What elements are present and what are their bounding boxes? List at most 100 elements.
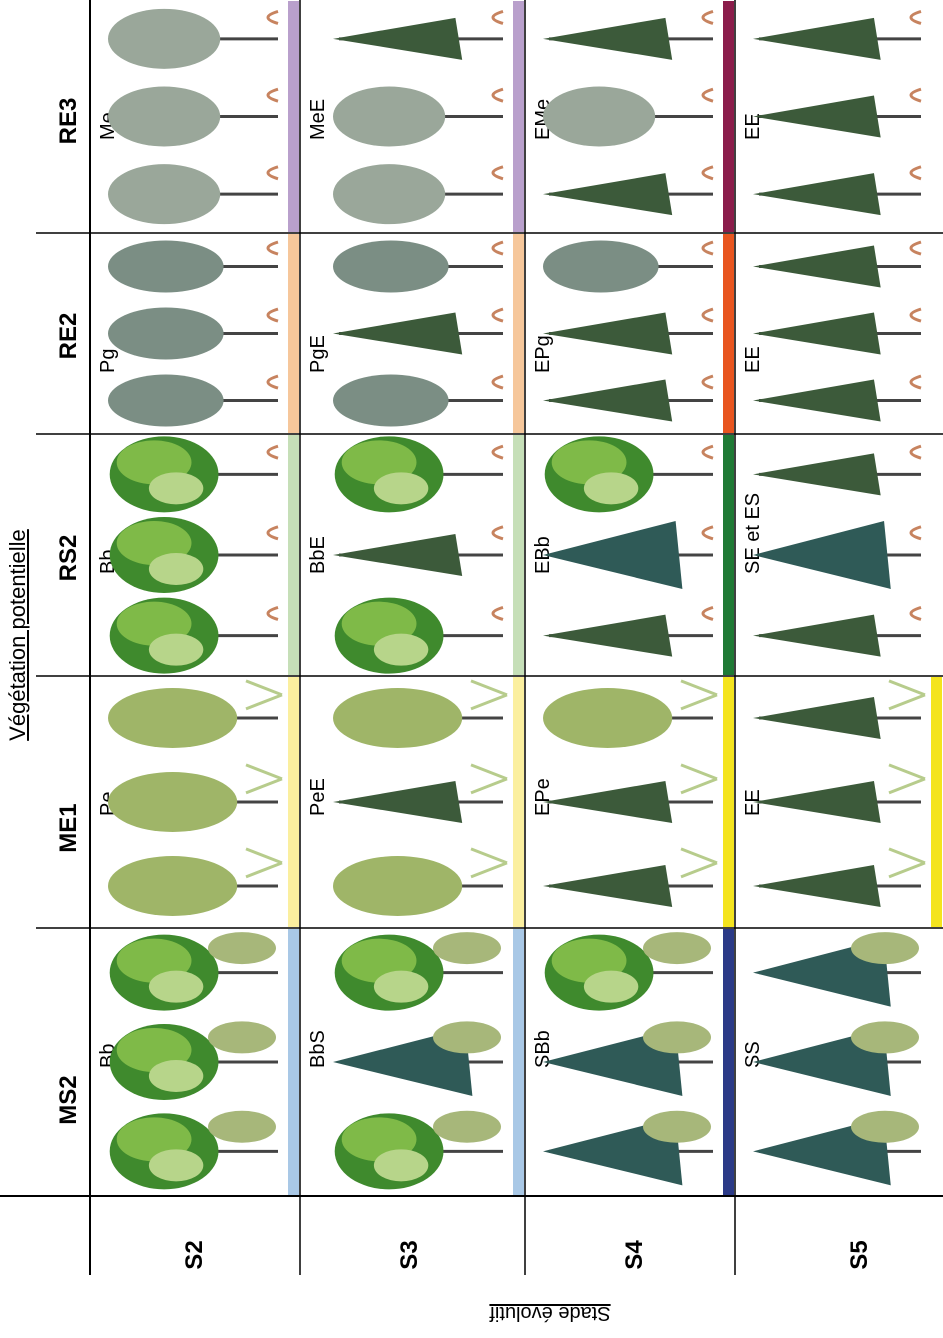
tree-broadleaf-2-0-2 [109, 436, 278, 513]
tree-birch-3-0-1 [108, 307, 278, 360]
stage-color-bar [513, 929, 524, 1195]
understory-seedling-1-2-2 [680, 679, 718, 711]
tree-fir-4-3-0 [753, 173, 921, 216]
tree-fir-2-1-1 [333, 534, 503, 576]
sprout [491, 374, 504, 390]
tree-maple-4-0-0 [108, 164, 278, 225]
fir-crown [753, 865, 881, 907]
understory-sprout-3-3-2 [909, 240, 922, 256]
fern-shrub [433, 1110, 501, 1143]
tree-fir-1-3-1 [753, 781, 921, 823]
understory-sprout-2-2-2 [701, 444, 714, 460]
understory-sprout-4-3-0 [909, 165, 922, 181]
understory-seedling-1-2-0 [680, 847, 718, 879]
understory-seedling-1-2-1 [680, 763, 718, 795]
fern-shrub [433, 1021, 501, 1054]
seedling [888, 679, 926, 711]
aspen-crown [108, 688, 238, 748]
fir-crown [543, 312, 673, 355]
birch-crown [543, 240, 659, 293]
stage-color-bar [513, 1, 524, 232]
tree-birch-3-0-2 [108, 240, 278, 293]
broadleaf-crown-highlight [373, 1149, 429, 1182]
sprout [266, 374, 279, 390]
fir-crown [753, 697, 881, 739]
understory-sprout-4-0-2 [266, 10, 279, 25]
understory-sprout-4-1-2 [491, 10, 504, 25]
seedling [680, 763, 718, 795]
seedling [470, 763, 508, 795]
tree-fir-3-2-1 [543, 312, 713, 355]
tree-fir-3-3-0 [753, 379, 921, 422]
understory-seedling-1-0-1 [245, 763, 283, 795]
sprout [909, 606, 922, 621]
fern-shrub [851, 1021, 919, 1054]
fir-crown [543, 379, 673, 422]
stage-color-bar [288, 435, 299, 675]
understory-sprout-4-1-1 [491, 87, 504, 103]
fern-shrub [208, 1110, 276, 1143]
seedling [680, 847, 718, 879]
sprout [701, 165, 714, 181]
aspen-crown [333, 856, 463, 916]
seedling [245, 679, 283, 711]
tree-birch-3-0-0 [108, 374, 278, 427]
maple-crown [108, 164, 221, 225]
fern-shrub [433, 932, 501, 965]
stage-color-bar [723, 929, 734, 1195]
fir-crown [753, 614, 881, 657]
fir-crown [543, 865, 673, 907]
understory-sprout-3-3-0 [909, 374, 922, 390]
seedling [245, 847, 283, 879]
broadleaf-crown-highlight [148, 472, 204, 505]
stage-color-bar [513, 234, 524, 433]
tree-broadleaf-2-1-0 [334, 597, 503, 674]
seedling [888, 763, 926, 795]
tree-maple-4-0-1 [108, 86, 278, 147]
fir-crown [543, 614, 673, 657]
understory-sprout-2-2-0 [701, 606, 714, 621]
sprout [909, 525, 922, 541]
tree-broadleaf-2-0-0 [109, 597, 278, 674]
sprout [909, 307, 922, 323]
sprout [701, 606, 714, 621]
spruce-crown [543, 521, 683, 589]
understory-sprout-2-3-1 [909, 525, 922, 541]
tree-fir-4-3-1 [753, 95, 921, 138]
tree-fir-1-2-1 [543, 781, 713, 823]
sprout [266, 606, 279, 621]
fir-crown [753, 245, 881, 288]
birch-crown [108, 374, 224, 427]
understory-fern-0-0-1 [208, 1021, 276, 1054]
sprout [491, 606, 504, 621]
fir-crown [333, 17, 463, 60]
fir-crown [543, 17, 673, 60]
sprout [909, 165, 922, 181]
tree-aspen-1-1-0 [333, 856, 503, 916]
tree-aspen-1-0-2 [108, 688, 278, 748]
understory-fern-0-3-2 [851, 932, 919, 965]
sprout [701, 444, 714, 460]
broadleaf-crown-highlight [583, 970, 639, 1003]
understory-fern-0-1-0 [433, 1110, 501, 1143]
stage-color-bar [723, 677, 734, 927]
sprout [701, 307, 714, 323]
understory-seedling-1-3-0 [888, 847, 926, 879]
understory-fern-0-2-0 [643, 1110, 711, 1143]
broadleaf-crown-highlight [583, 472, 639, 505]
tree-birch-3-1-0 [333, 374, 503, 427]
tree-fir-1-2-0 [543, 865, 713, 907]
tree-birch-3-1-2 [333, 240, 503, 293]
tree-broadleaf-0-0-1 [109, 1024, 278, 1100]
fir-crown [753, 781, 881, 823]
tree-broadleaf-0-1-0 [334, 1113, 503, 1190]
sprout [266, 10, 279, 25]
understory-sprout-4-1-0 [491, 165, 504, 181]
stage-color-bar [513, 435, 524, 675]
understory-sprout-2-3-0 [909, 606, 922, 621]
understory-sprout-3-1-2 [491, 240, 504, 256]
broadleaf-crown-highlight [148, 970, 204, 1003]
tree-fir-2-3-0 [753, 614, 921, 657]
fern-shrub [851, 1110, 919, 1143]
fir-crown [753, 453, 881, 496]
